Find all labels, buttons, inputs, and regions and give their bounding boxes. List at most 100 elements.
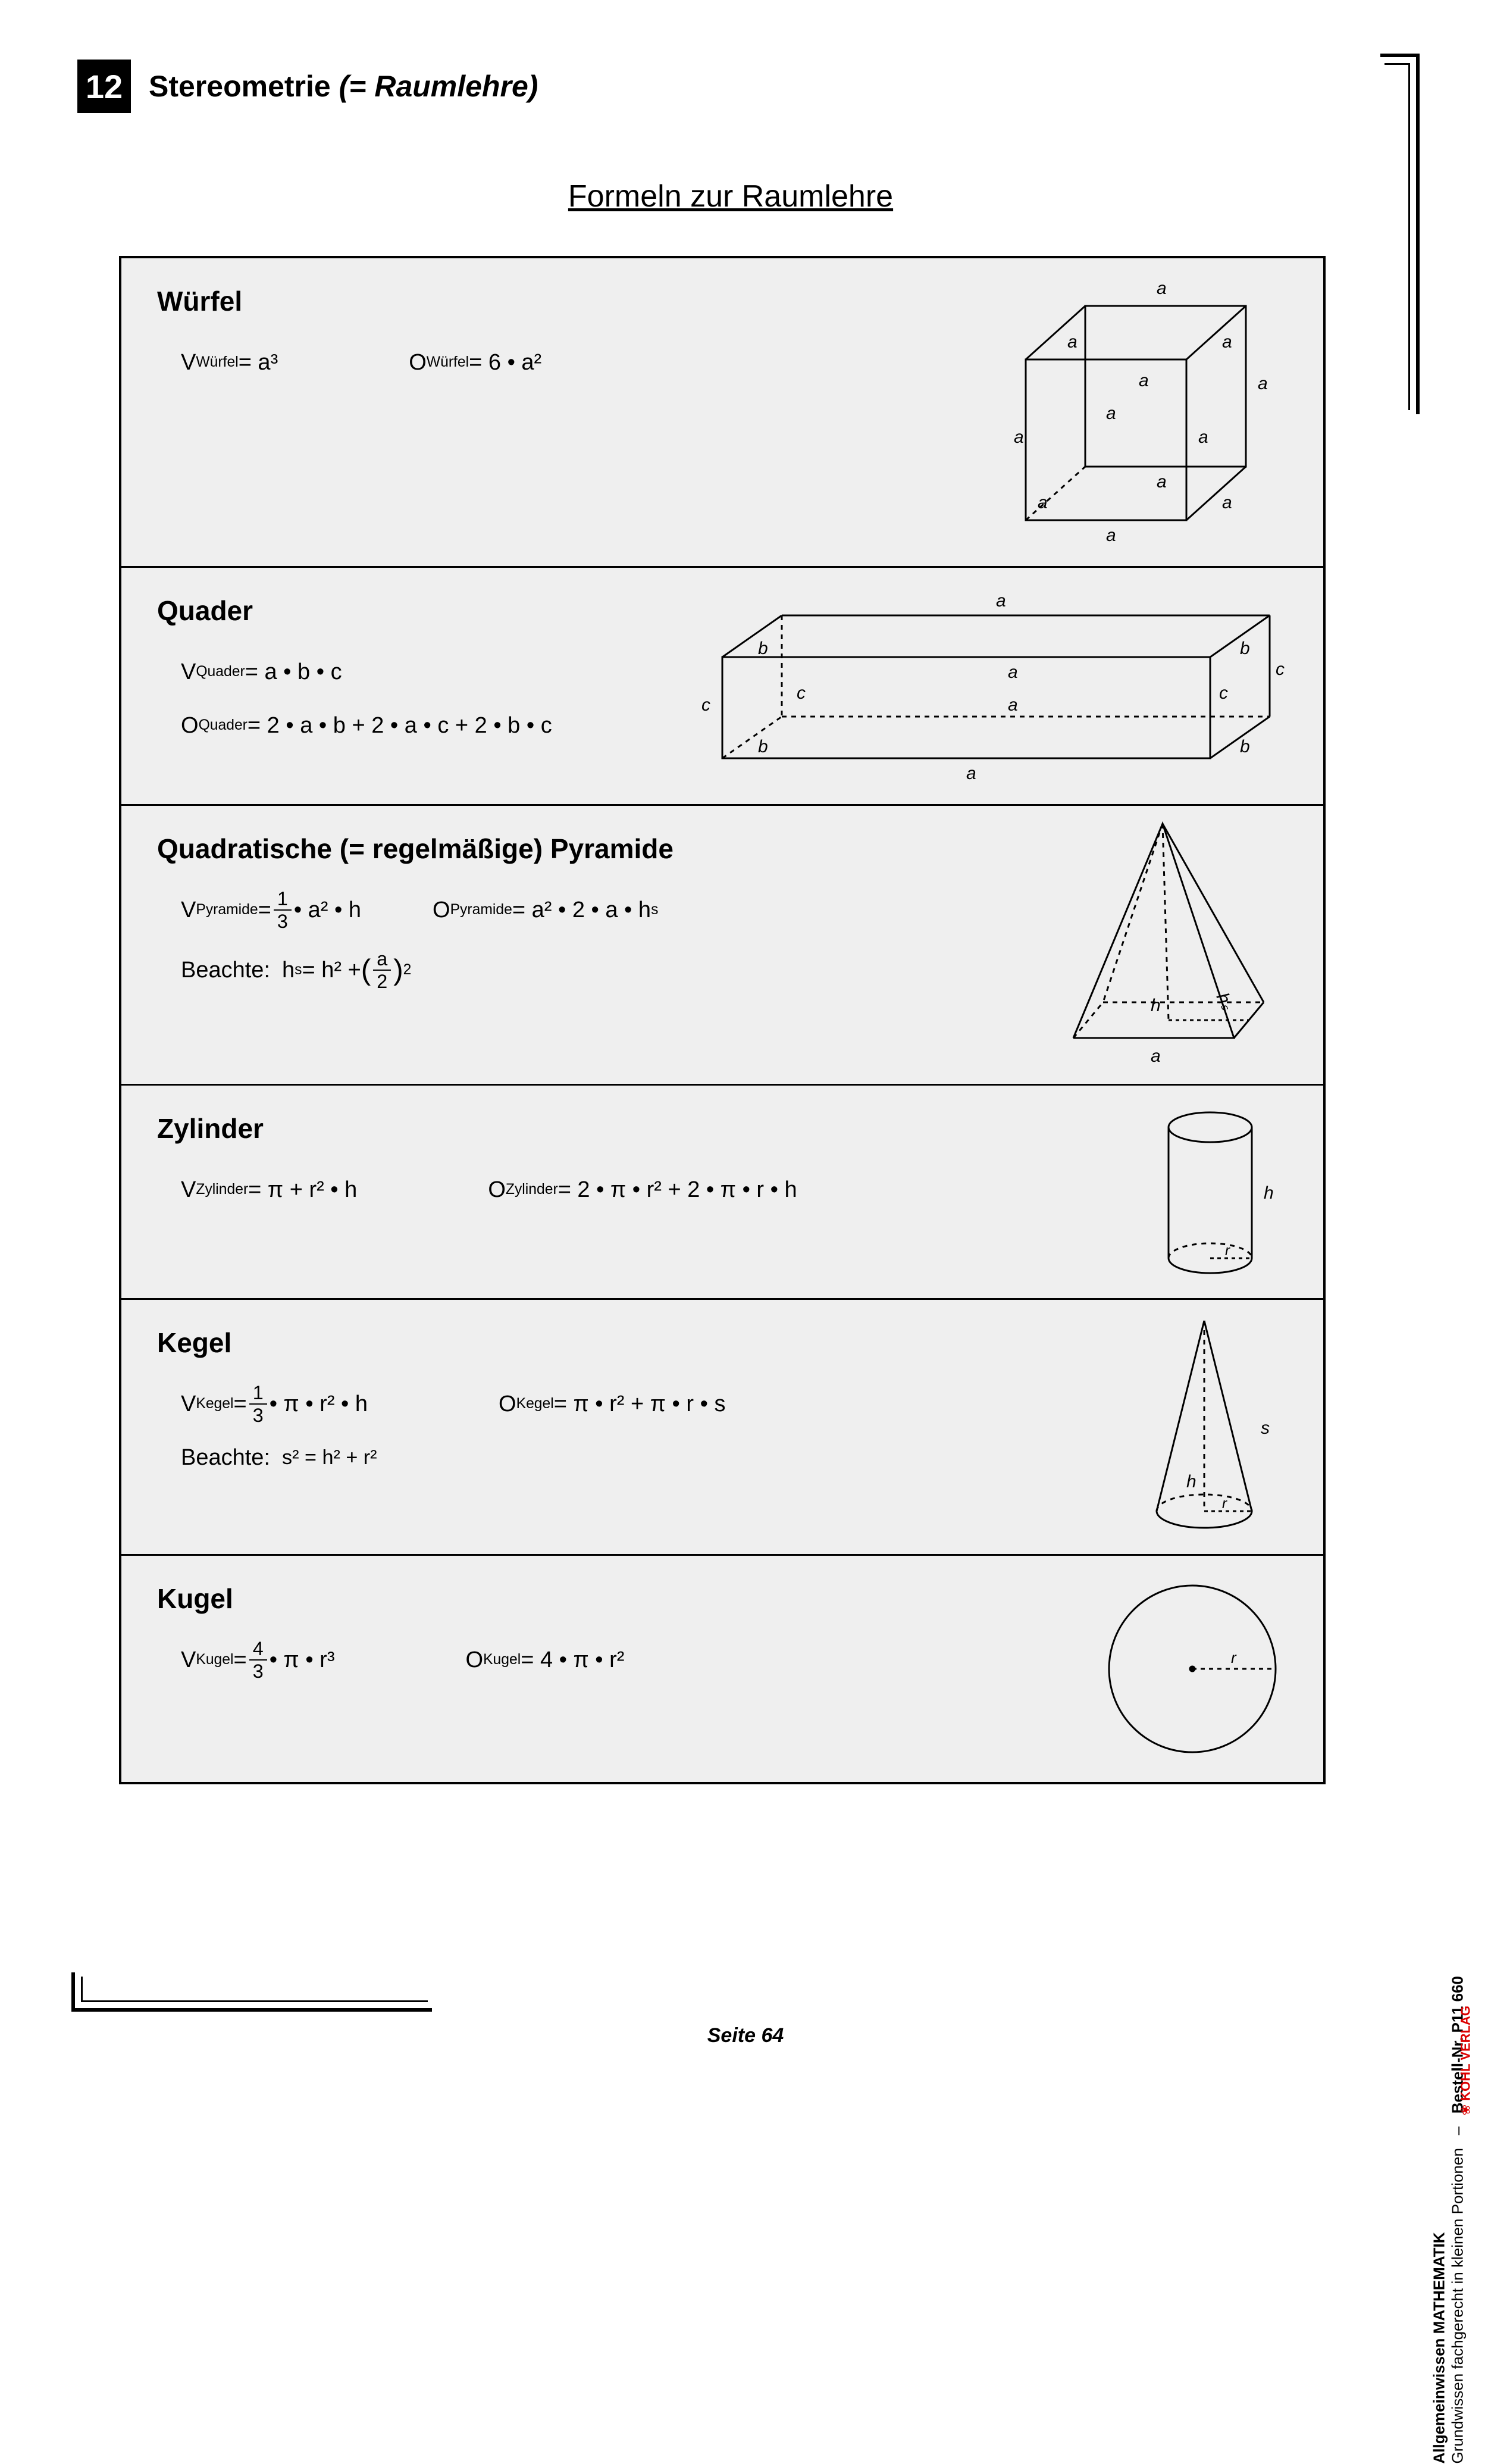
- svg-text:r: r: [1222, 1496, 1227, 1512]
- svg-text:a: a: [1258, 374, 1268, 393]
- page-footer: Seite 64: [0, 2024, 1491, 2047]
- svg-text:a: a: [1157, 472, 1167, 492]
- row-pyramide: Quadratische (= regelmäßige) Pyramide VP…: [121, 806, 1323, 1086]
- v-sub: Würfel: [196, 349, 238, 377]
- svg-text:r: r: [1225, 1243, 1230, 1259]
- svg-text:b: b: [1240, 737, 1250, 756]
- svg-text:a: a: [1151, 1046, 1161, 1066]
- note-exp: 2: [403, 956, 412, 984]
- o-rhs: = a² • 2 • a • h: [512, 889, 651, 931]
- o-sub: Würfel: [427, 349, 469, 377]
- title-sub: (= Raumlehre): [339, 70, 538, 103]
- svg-text:a: a: [996, 591, 1006, 611]
- svg-text:s: s: [1261, 1418, 1270, 1438]
- eq: =: [234, 1639, 247, 1681]
- o-rhs: = 4 • π • r²: [521, 1639, 624, 1681]
- header: 12 Stereometrie (= Raumlehre): [77, 60, 1384, 113]
- frac-n: a: [373, 949, 391, 971]
- o-label: O: [409, 341, 427, 384]
- svg-text:c: c: [701, 695, 710, 715]
- svg-text:a: a: [1139, 371, 1149, 390]
- o-label: O: [488, 1168, 506, 1211]
- chapter-title: Stereometrie (= Raumlehre): [149, 69, 538, 104]
- cuboid-diagram: a a a a bb bb cc cc: [681, 586, 1288, 788]
- row-wuerfel: Würfel VWürfel = a³ OWürfel = 6 • a²: [121, 258, 1323, 568]
- v-label: V: [181, 651, 196, 693]
- publisher-logo: ❀ KOHL VERLAG: [1458, 2006, 1473, 2115]
- cone-diagram: s h r: [1133, 1309, 1288, 1547]
- eq: =: [234, 1383, 247, 1425]
- v-rhs: = π + r² • h: [248, 1168, 357, 1211]
- row-zylinder: Zylinder VZylinder = π + r² • h OZylinde…: [121, 1086, 1323, 1300]
- note-mid: = h² +: [302, 949, 361, 992]
- o-sub: Pyramide: [450, 896, 512, 924]
- o-rhs: = 2 • π • r² + 2 • π • r • h: [558, 1168, 797, 1211]
- svg-text:a: a: [1008, 662, 1018, 682]
- o-label: O: [466, 1639, 484, 1681]
- note-lhs-sub: s: [295, 956, 302, 984]
- o-sub: Quader: [199, 712, 248, 740]
- v-sub: Kugel: [196, 1646, 233, 1674]
- note-label: Beachte:: [181, 949, 270, 992]
- corner-ornament-bl: [71, 1972, 432, 2012]
- page-subtitle: Formeln zur Raumlehre: [77, 179, 1384, 214]
- frac-d: 3: [274, 911, 292, 931]
- frac-n: 1: [249, 1383, 267, 1405]
- v-sub: Zylinder: [196, 1176, 248, 1204]
- svg-text:a: a: [1106, 526, 1116, 545]
- v-post: • π • r³: [270, 1639, 335, 1681]
- side-line2: Grundwissen fachgerecht in kleinen Porti…: [1449, 2148, 1467, 2463]
- formulas: VKegel = 13 • π • r² • h OKegel= π • r² …: [157, 1383, 895, 1479]
- title-main: Stereometrie: [149, 70, 339, 103]
- row-quader: Quader VQuader = a • b • c OQuader = 2 •…: [121, 568, 1323, 806]
- v-label: V: [181, 1168, 196, 1211]
- frac-d: 3: [249, 1661, 267, 1681]
- eq: =: [258, 889, 271, 931]
- formulas: VKugel = 43 • π • r³ OKugel = 4 • π • r²: [157, 1639, 895, 1681]
- v-sub: Quader: [196, 658, 245, 686]
- v-post: • a² • h: [294, 889, 361, 931]
- cylinder-diagram: h r: [1151, 1097, 1288, 1288]
- sphere-diagram: r: [1097, 1574, 1288, 1764]
- v-sub: Kegel: [196, 1390, 233, 1418]
- svg-text:a: a: [1198, 427, 1208, 447]
- svg-text:b: b: [758, 639, 768, 658]
- svg-text:a: a: [1157, 279, 1167, 298]
- v-label: V: [181, 341, 196, 384]
- svg-text:a: a: [1222, 493, 1232, 512]
- page: 12 Stereometrie (= Raumlehre) Formeln zu…: [0, 0, 1491, 2095]
- v-label: V: [181, 1639, 196, 1681]
- svg-text:a: a: [1038, 493, 1048, 512]
- v-post: • π • r² • h: [270, 1383, 368, 1425]
- row-kugel: Kugel VKugel = 43 • π • r³ OKugel = 4 • …: [121, 1556, 1323, 1782]
- frac-n: 4: [249, 1639, 267, 1661]
- svg-text:a: a: [1106, 404, 1116, 423]
- svg-text:a: a: [1008, 695, 1018, 715]
- frac-d: 2: [373, 971, 391, 991]
- v-label: V: [181, 889, 196, 931]
- cube-diagram: aa aa aa aa aa aa: [978, 270, 1288, 550]
- svg-text:a: a: [1067, 332, 1077, 352]
- o-label: O: [181, 704, 199, 747]
- frac-n: 1: [274, 889, 292, 911]
- formula-table: Würfel VWürfel = a³ OWürfel = 6 • a²: [119, 256, 1326, 1784]
- formulas: VWürfel = a³ OWürfel = 6 • a²: [157, 341, 895, 384]
- o-rhs-sub: s: [651, 896, 658, 924]
- o-rhs: = 2 • a • b + 2 • a • c + 2 • b • c: [248, 704, 552, 747]
- o-label: O: [499, 1383, 516, 1425]
- shape-name: Kegel: [157, 1327, 1288, 1359]
- chapter-number: 12: [77, 60, 131, 113]
- v-label: V: [181, 1383, 196, 1425]
- corner-ornament-tr: [1380, 54, 1420, 414]
- note-rhs: s² = h² + r²: [282, 1439, 377, 1477]
- svg-text:hₛ: hₛ: [1213, 990, 1238, 1014]
- formulas: VZylinder = π + r² • h OZylinder = 2 • π…: [157, 1168, 895, 1211]
- svg-text:h: h: [1264, 1183, 1274, 1203]
- publisher-name: KOHL VERLAG: [1458, 2006, 1473, 2101]
- frac-d: 3: [249, 1405, 267, 1425]
- svg-text:c: c: [1276, 659, 1285, 679]
- pyramid-diagram: a h hₛ: [1038, 812, 1288, 1080]
- svg-text:b: b: [758, 737, 768, 756]
- note-lhs: h: [282, 949, 295, 992]
- svg-text:a: a: [1222, 332, 1232, 352]
